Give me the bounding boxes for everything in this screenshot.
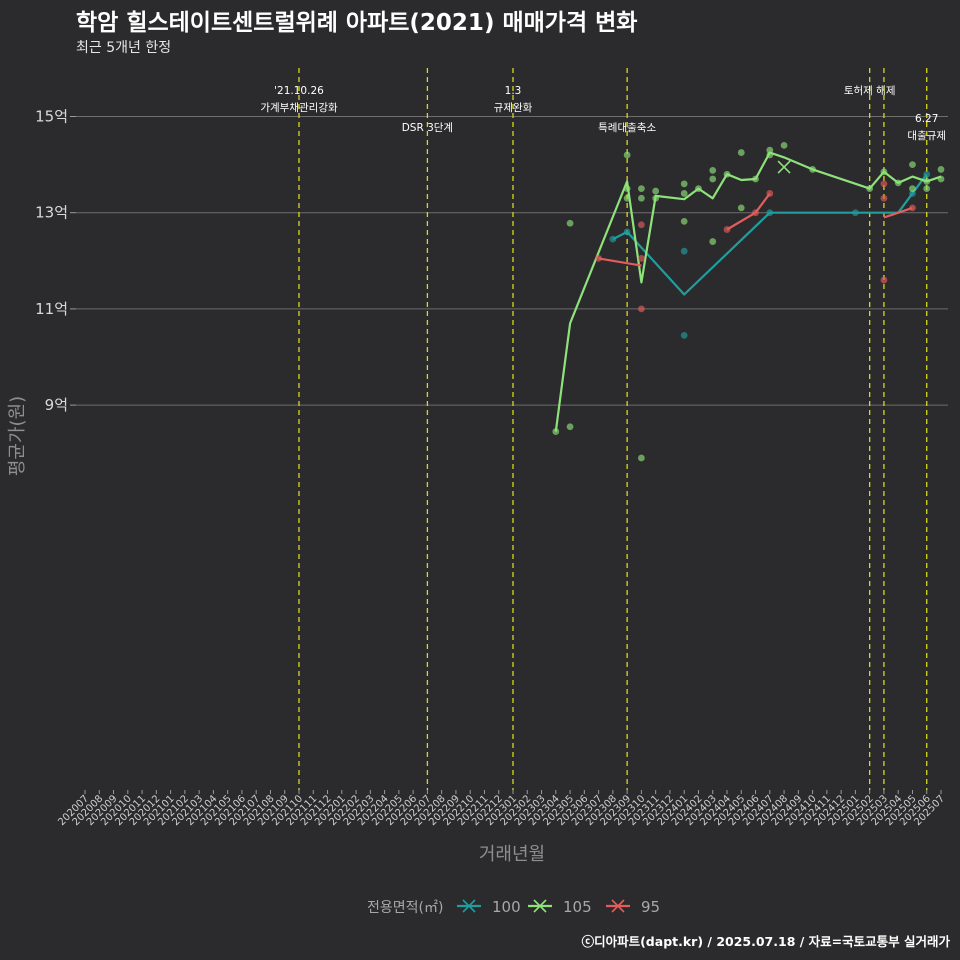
data-point-105: [937, 166, 945, 173]
data-point-105: [652, 187, 660, 195]
data-point-105: [680, 190, 688, 197]
y-axis-label: 평균가(원): [7, 396, 28, 476]
data-series: [552, 141, 945, 462]
data-point-95: [880, 276, 888, 284]
chart-title: 학암 힐스테이트센트럴위례 아파트(2021) 매매가격 변화: [76, 10, 637, 36]
legend-label-100: 100: [492, 898, 521, 916]
data-point-105: [709, 175, 717, 183]
y-tick-label: 11억: [35, 300, 68, 318]
event-annotation: '21.10.26: [274, 85, 324, 97]
y-tick-label: 15억: [35, 108, 68, 126]
data-point-100: [680, 331, 688, 339]
series-line-95: [726, 192, 771, 231]
legend: 전용면적(㎡) 100 105 95: [367, 898, 660, 916]
footer-credit: ⓒ디아파트(dapt.kr) / 2025.07.18 / 자료=국토교통부 실…: [582, 934, 951, 949]
data-point-95: [880, 180, 888, 188]
event-annotation: 1.3: [505, 85, 522, 97]
data-point-105: [709, 238, 717, 245]
y-tick-label: 9억: [45, 396, 68, 414]
event-annotation: 6.27: [915, 113, 938, 125]
data-point-105: [638, 194, 645, 202]
event-annotation: 규제완화: [494, 101, 533, 114]
data-point-95: [638, 254, 645, 262]
chart-subtitle: 최근 5개년 한정: [76, 40, 171, 56]
legend-title: 전용면적(㎡): [367, 900, 443, 916]
data-point-95: [638, 305, 645, 313]
cross-marker-105: [777, 160, 791, 174]
data-point-105: [909, 185, 916, 193]
legend-marker-105: [533, 899, 547, 913]
data-point-95: [638, 221, 645, 229]
data-point-105: [623, 151, 631, 159]
data-point-105: [766, 146, 774, 154]
legend-marker-100: [462, 899, 476, 913]
event-annotation: DSR 3단계: [402, 122, 453, 134]
event-annotation: 특례대출축소: [598, 122, 656, 134]
event-annotation: 대출규제: [907, 130, 946, 142]
series-line-95: [598, 257, 642, 267]
event-annotation: 가계부채관리강화: [260, 102, 338, 114]
legend-label-95: 95: [641, 898, 660, 916]
data-point-95: [595, 254, 602, 262]
data-point-100: [680, 247, 688, 255]
data-point-105: [737, 149, 745, 156]
data-point-105: [709, 166, 717, 174]
legend-marker-95: [611, 899, 625, 913]
data-point-105: [638, 454, 645, 462]
data-point-105: [737, 204, 745, 212]
data-point-105: [638, 185, 645, 193]
event-annotation: 토허제 해제: [844, 84, 896, 97]
series-line-105: [554, 151, 942, 432]
data-point-105: [909, 161, 916, 169]
y-axis-ticks: 9억 11억 13억 15억: [35, 108, 76, 414]
legend-label-105: 105: [563, 898, 592, 916]
data-point-105: [680, 180, 688, 188]
y-tick-label: 13억: [35, 204, 68, 222]
data-point-105: [680, 217, 688, 225]
data-point-105: [923, 185, 931, 193]
x-axis-label: 거래년월: [479, 844, 545, 865]
data-point-105: [780, 141, 788, 149]
series-line-95: [883, 206, 913, 219]
data-point-105: [566, 423, 574, 431]
data-point-95: [880, 194, 888, 202]
data-point-105: [566, 219, 574, 227]
